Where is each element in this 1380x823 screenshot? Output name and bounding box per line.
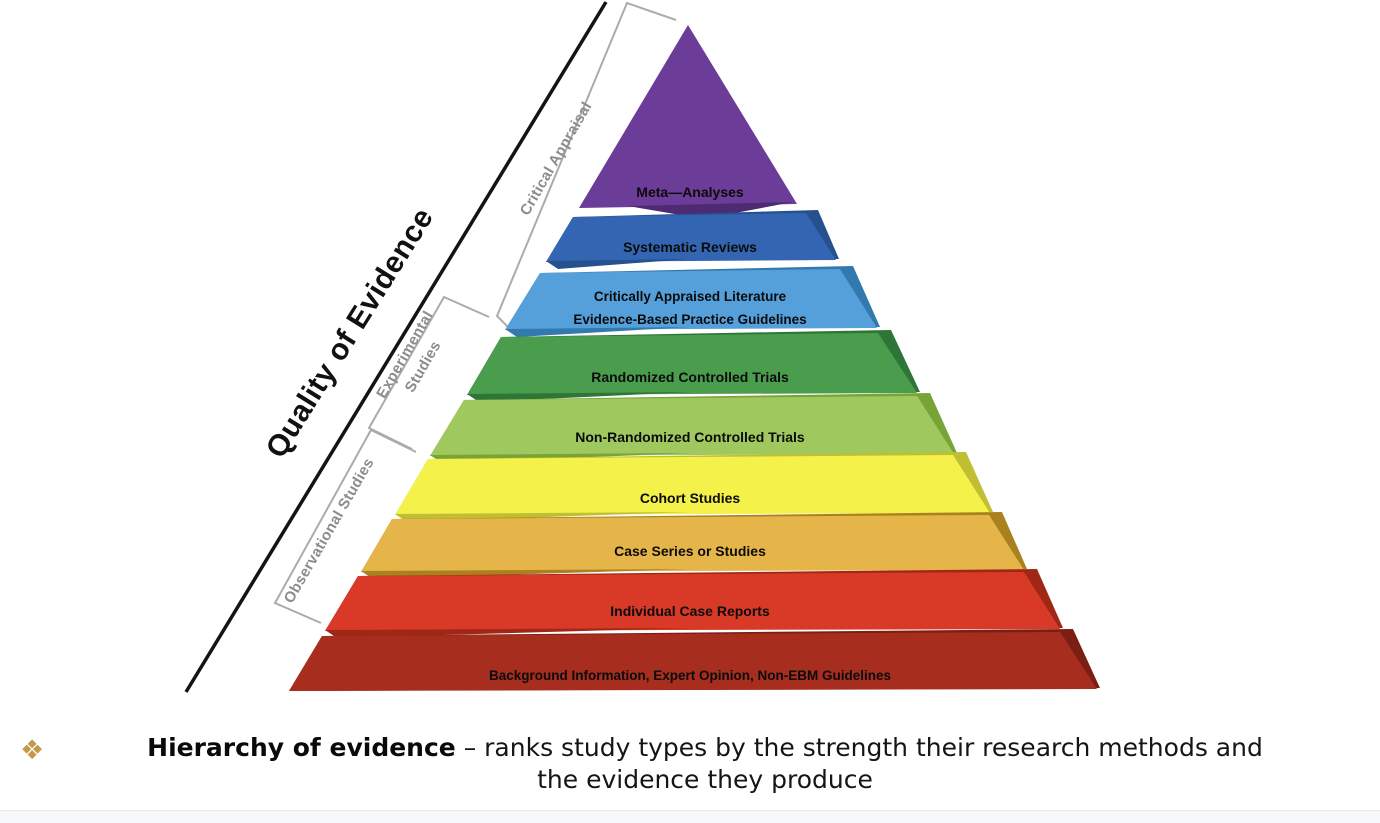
pyramid-level-systematic-reviews: Systematic Reviews <box>546 210 839 269</box>
pyramid-level-rct: Randomized Controlled Trials <box>467 330 920 402</box>
bracket-observational-studies <box>273 428 417 624</box>
level-label: Background Information, Expert Opinion, … <box>489 668 891 683</box>
level-label: Non-Randomized Controlled Trials <box>575 429 805 445</box>
pyramid-level-background-info: Background Information, Expert Opinion, … <box>289 629 1100 691</box>
caption-text: Hierarchy of evidence – ranks study type… <box>60 732 1350 796</box>
pyramid-level-meta-analyses: Meta—Analyses <box>579 25 797 219</box>
level-label: Case Series or Studies <box>614 543 766 559</box>
caption-term: Hierarchy of evidence <box>147 733 456 762</box>
level-label: Randomized Controlled Trials <box>591 369 789 385</box>
level-label: Meta—Analyses <box>636 184 744 200</box>
caption-definition-line2: the evidence they produce <box>537 765 873 794</box>
level-label: Systematic Reviews <box>623 239 757 255</box>
next-page-edge <box>0 810 1380 823</box>
pyramid-level-case-reports: Individual Case Reports <box>325 569 1063 638</box>
level-label: Critically Appraised Literature <box>594 289 787 304</box>
level-label: Individual Case Reports <box>610 603 770 619</box>
pyramid-svg: Quality of Evidence Critical Appraisal E… <box>184 1 1100 693</box>
pyramid-level-cohort-studies: Cohort Studies <box>395 452 993 522</box>
evidence-pyramid-diagram: Quality of Evidence Critical Appraisal E… <box>184 1 1100 693</box>
level-label: Cohort Studies <box>640 490 741 506</box>
diamond-bullet-icon: ❖ <box>20 735 45 766</box>
pyramid-level-non-rct: Non-Randomized Controlled Trials <box>430 393 957 463</box>
pyramid-level-critically-appraised: Critically Appraised Literature Evidence… <box>505 266 880 337</box>
caption-definition-line1: – ranks study types by the strength thei… <box>463 733 1263 762</box>
pyramid-level-case-series: Case Series or Studies <box>361 512 1027 579</box>
level-label-line2: Evidence-Based Practice Guidelines <box>573 312 806 327</box>
quality-axis-line <box>184 1 608 693</box>
